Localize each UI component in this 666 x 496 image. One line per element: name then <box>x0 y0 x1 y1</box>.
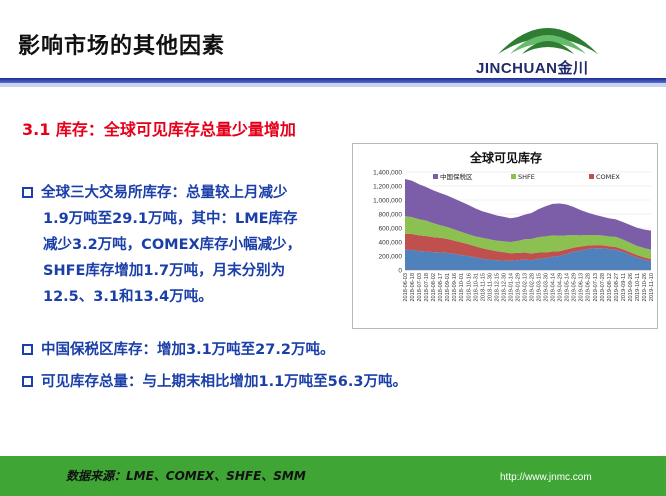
x-tick-label: 2018-08-17 <box>438 273 444 302</box>
bullet-square-icon <box>22 344 33 355</box>
y-tick-label: 600,000 <box>379 226 403 233</box>
x-tick-label: 2018-09-01 <box>445 273 451 302</box>
x-tick-label: 2018-10-16 <box>466 273 472 302</box>
x-tick-label: 2018-12-30 <box>501 273 507 302</box>
area-series-COMEX <box>405 233 651 262</box>
y-tick-label: 200,000 <box>379 254 403 261</box>
bullet-exchange-inventory: 全球三大交易所库存：总量较上月减少 1.9万吨至29.1万吨，其中：LME库存 … <box>22 180 301 310</box>
x-tick-label: 2019-07-13 <box>593 273 599 302</box>
x-tick-label: 2019-02-13 <box>522 273 528 302</box>
x-tick-label: 2019-08-27 <box>614 273 620 302</box>
legend-label: 中国保税区 <box>440 172 473 181</box>
y-tick-label: 400,000 <box>379 240 403 247</box>
x-tick-label: 2019-04-14 <box>551 273 557 302</box>
bullet-square-icon <box>22 187 33 198</box>
area-series-中国保税区 <box>405 179 651 250</box>
x-tick-label: 2018-11-15 <box>480 273 486 301</box>
legend-swatch <box>433 174 438 179</box>
section-title: 3.1 库存：全球可见库存总量少量增加 <box>22 120 296 139</box>
x-tick-label: 2019-03-30 <box>544 273 550 302</box>
x-tick-label: 2019-09-26 <box>628 273 634 302</box>
jinchuan-logo-icon <box>498 28 598 54</box>
x-tick-label: 2018-09-16 <box>452 273 458 302</box>
page-title: 影响市场的其他因素 <box>18 34 226 59</box>
x-tick-label: 2019-11-10 <box>649 273 655 301</box>
x-tick-label: 2019-05-29 <box>572 273 578 302</box>
x-tick-label: 2019-04-29 <box>558 273 564 302</box>
area-series-SHFE <box>405 216 651 260</box>
x-tick-label: 2018-08-02 <box>431 273 437 302</box>
x-tick-label: 2019-05-14 <box>565 273 571 302</box>
x-tick-label: 2018-12-15 <box>494 273 500 302</box>
footer-bar <box>0 456 666 496</box>
x-tick-label: 2018-07-03 <box>417 273 423 302</box>
x-tick-label: 2019-06-28 <box>586 273 592 302</box>
header-divider-light <box>0 83 666 87</box>
y-tick-label: 800,000 <box>379 212 403 219</box>
x-tick-label: 2019-01-29 <box>515 273 521 302</box>
x-tick-label: 2018-10-01 <box>459 273 465 302</box>
x-tick-label: 2018-07-18 <box>424 273 430 302</box>
header-divider <box>0 78 666 83</box>
x-tick-label: 2019-10-11 <box>635 273 641 301</box>
y-tick-label: 0 <box>398 268 402 275</box>
logo-text: JINCHUAN金川 <box>476 60 589 77</box>
x-tick-label: 2019-08-12 <box>607 273 613 302</box>
x-tick-label: 2018-10-31 <box>473 273 479 302</box>
area-series-LME <box>405 248 651 270</box>
x-tick-label: 2018-06-18 <box>410 273 416 302</box>
x-tick-label: 2019-01-14 <box>508 273 514 302</box>
x-tick-label: 2018-11-30 <box>487 273 493 301</box>
legend-label: COMEX <box>596 173 620 181</box>
legend-swatch <box>511 174 516 179</box>
legend-label: SHFE <box>518 173 535 181</box>
y-tick-label: 1,200,000 <box>373 184 402 191</box>
bullet-total-inventory: 可见库存总量：与上期末相比增加1.1万吨至56.3万吨。 <box>22 369 407 395</box>
chart-title: 全球可见库存 <box>469 150 542 165</box>
x-tick-label: 2019-03-15 <box>537 273 543 302</box>
inventory-chart: 全球可见库存 0 200,000 400,000 600,000 800,000 1,000… <box>352 143 658 329</box>
x-tick-label: 2019-07-28 <box>600 273 606 302</box>
footer-url: http://www.jnmc.com <box>500 472 592 483</box>
bullet-bonded-inventory: 中国保税区库存：增加3.1万吨至27.2万吨。 <box>22 337 334 363</box>
data-source: 数据来源：LME、COMEX、SHFE、SMM <box>66 469 306 483</box>
x-tick-label: 2019-06-13 <box>579 273 585 302</box>
x-tick-label: 2018-06-03 <box>403 273 409 302</box>
x-tick-label: 2019-02-28 <box>530 273 536 302</box>
y-tick-label: 1,400,000 <box>373 170 402 177</box>
inventory-chart-svg: 全球可见库存 0 200,000 400,000 600,000 800,000 1,000… <box>373 150 655 302</box>
bullet-square-icon <box>22 376 33 387</box>
legend-swatch <box>589 174 594 179</box>
x-tick-label: 2019-09-11 <box>621 273 627 301</box>
y-tick-label: 1,000,000 <box>373 198 402 205</box>
x-tick-label: 2019-10-26 <box>642 273 648 302</box>
